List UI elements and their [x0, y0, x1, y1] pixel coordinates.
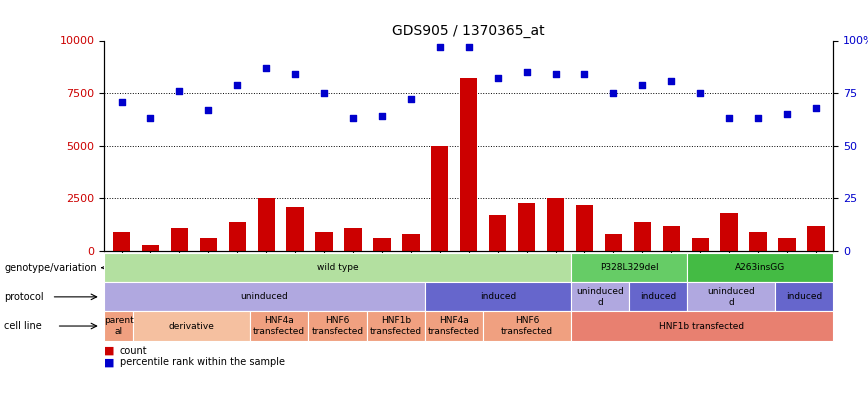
- Bar: [749, 232, 766, 251]
- Text: induced: induced: [480, 292, 516, 301]
- Bar: [634, 222, 651, 251]
- Bar: [489, 215, 506, 251]
- Point: [809, 104, 823, 111]
- Title: GDS905 / 1370365_at: GDS905 / 1370365_at: [392, 24, 545, 38]
- Text: P328L329del: P328L329del: [600, 263, 659, 272]
- Bar: [345, 228, 362, 251]
- Bar: [547, 198, 564, 251]
- Point: [201, 107, 215, 113]
- Bar: [286, 207, 304, 251]
- Bar: [200, 239, 217, 251]
- Bar: [605, 234, 622, 251]
- Point: [577, 71, 591, 77]
- Point: [143, 115, 157, 122]
- Point: [317, 90, 331, 96]
- Text: induced: induced: [641, 292, 676, 301]
- Text: genotype/variation: genotype/variation: [4, 263, 97, 273]
- Point: [635, 81, 649, 88]
- Text: ■: ■: [104, 358, 115, 367]
- Text: HNF4a
transfected: HNF4a transfected: [428, 316, 480, 336]
- Text: A263insGG: A263insGG: [735, 263, 786, 272]
- Bar: [141, 245, 159, 251]
- Bar: [662, 226, 680, 251]
- Point: [664, 77, 678, 84]
- Point: [346, 115, 360, 122]
- Text: HNF6
transfected: HNF6 transfected: [501, 316, 553, 336]
- Bar: [171, 228, 188, 251]
- Bar: [431, 146, 449, 251]
- Point: [173, 88, 187, 94]
- Text: count: count: [120, 346, 148, 356]
- Text: parent
al: parent al: [104, 316, 134, 336]
- Text: HNF1b transfected: HNF1b transfected: [660, 322, 745, 330]
- Bar: [460, 79, 477, 251]
- Text: induced: induced: [786, 292, 822, 301]
- Text: protocol: protocol: [4, 292, 44, 302]
- Text: uninduced
d: uninduced d: [707, 287, 755, 307]
- Bar: [807, 226, 825, 251]
- Bar: [113, 232, 130, 251]
- Point: [607, 90, 621, 96]
- Bar: [315, 232, 332, 251]
- Bar: [779, 239, 796, 251]
- Text: percentile rank within the sample: percentile rank within the sample: [120, 358, 285, 367]
- Point: [549, 71, 562, 77]
- Point: [751, 115, 765, 122]
- Bar: [228, 222, 246, 251]
- Text: uninduced: uninduced: [240, 292, 288, 301]
- Bar: [720, 213, 738, 251]
- Text: wild type: wild type: [317, 263, 358, 272]
- Text: uninduced
d: uninduced d: [576, 287, 624, 307]
- Point: [230, 81, 244, 88]
- Bar: [692, 239, 709, 251]
- Text: HNF4a
transfected: HNF4a transfected: [253, 316, 306, 336]
- Text: cell line: cell line: [4, 321, 42, 331]
- Point: [288, 71, 302, 77]
- Text: HNF1b
transfected: HNF1b transfected: [370, 316, 422, 336]
- Point: [780, 111, 794, 117]
- Point: [462, 44, 476, 50]
- Point: [433, 44, 447, 50]
- Text: derivative: derivative: [168, 322, 214, 330]
- Bar: [518, 202, 536, 251]
- Point: [694, 90, 707, 96]
- Point: [404, 96, 418, 103]
- Text: ■: ■: [104, 346, 115, 356]
- Point: [722, 115, 736, 122]
- Bar: [575, 205, 593, 251]
- Point: [260, 65, 273, 71]
- Point: [490, 75, 504, 82]
- Bar: [258, 198, 275, 251]
- Bar: [373, 239, 391, 251]
- Text: HNF6
transfected: HNF6 transfected: [312, 316, 364, 336]
- Point: [520, 69, 534, 75]
- Point: [115, 98, 128, 105]
- Bar: [402, 234, 419, 251]
- Point: [375, 113, 389, 119]
